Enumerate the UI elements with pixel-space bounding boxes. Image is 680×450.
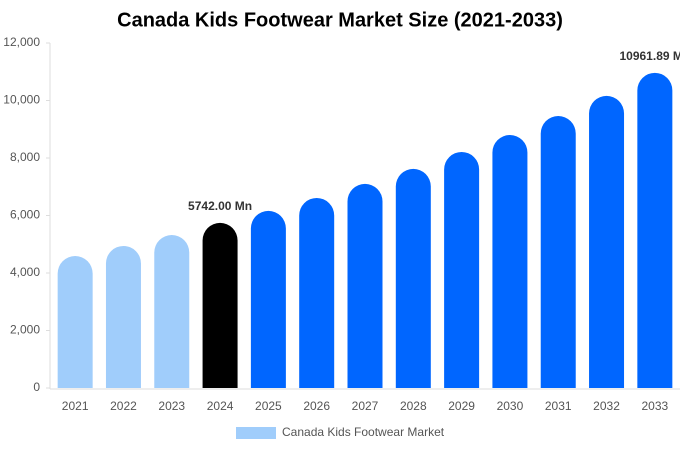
bar xyxy=(57,256,93,388)
bar xyxy=(202,222,238,388)
value-label: 5742.00 Mn xyxy=(188,199,252,213)
bar xyxy=(637,72,673,388)
y-tick-label: 8,000 xyxy=(10,150,40,164)
x-tick-label: 2025 xyxy=(255,399,282,413)
bar xyxy=(492,134,528,388)
bar xyxy=(540,116,576,388)
y-tick-label: 10,000 xyxy=(3,93,40,107)
value-label: 10961.89 Mn xyxy=(619,49,680,63)
x-tick-label: 2024 xyxy=(207,399,234,413)
x-tick-label: 2021 xyxy=(62,399,89,413)
y-tick-label: 0 xyxy=(33,380,40,394)
bar xyxy=(347,183,383,388)
x-tick-label: 2028 xyxy=(400,399,427,413)
y-tick-label: 12,000 xyxy=(3,35,40,49)
legend-label: Canada Kids Footwear Market xyxy=(282,425,445,439)
bar xyxy=(395,168,431,388)
x-tick-label: 2033 xyxy=(641,399,668,413)
y-tick-label: 4,000 xyxy=(10,265,40,279)
x-tick-label: 2032 xyxy=(593,399,620,413)
bar xyxy=(154,235,190,388)
y-tick-label: 2,000 xyxy=(10,323,40,337)
bar xyxy=(299,197,335,388)
x-tick-label: 2027 xyxy=(352,399,379,413)
x-tick-label: 2030 xyxy=(497,399,524,413)
legend-swatch xyxy=(236,427,276,439)
bar xyxy=(444,151,480,388)
y-tick-label: 6,000 xyxy=(10,208,40,222)
x-tick-label: 2031 xyxy=(545,399,572,413)
bar xyxy=(105,245,141,388)
x-tick-label: 2026 xyxy=(303,399,330,413)
x-tick-label: 2029 xyxy=(448,399,475,413)
chart-title: Canada Kids Footwear Market Size (2021-2… xyxy=(117,9,563,31)
bar xyxy=(250,210,286,388)
x-tick-label: 2023 xyxy=(158,399,185,413)
bar xyxy=(589,95,625,389)
x-tick-label: 2022 xyxy=(110,399,137,413)
